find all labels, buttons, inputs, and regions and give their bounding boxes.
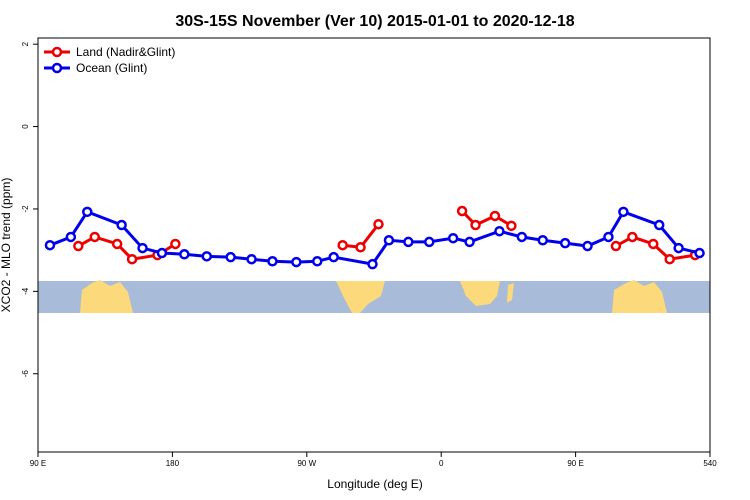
- point: [664, 253, 675, 265]
- x-tick-label: 0: [439, 459, 444, 468]
- point: [403, 236, 414, 248]
- point: [126, 253, 138, 265]
- point: [179, 249, 190, 260]
- y-tick-label: 0: [21, 124, 30, 129]
- point: [312, 256, 323, 267]
- point: [116, 219, 127, 231]
- point: [673, 242, 684, 254]
- point: [618, 206, 629, 218]
- point: [447, 232, 459, 244]
- point: [653, 219, 665, 231]
- point: [603, 231, 614, 243]
- x-tick-label: 90 E: [30, 459, 46, 468]
- point: [89, 231, 100, 243]
- legend-marker: [51, 62, 63, 74]
- point: [627, 231, 638, 243]
- plot-frame: [37, 37, 711, 453]
- map-band: [38, 280, 710, 313]
- y-axis-label: XCO2 - MLO trend (ppm): [0, 178, 13, 313]
- point: [537, 235, 548, 246]
- legend-label: Land (Nadir&Glint): [76, 45, 175, 59]
- point: [582, 240, 593, 252]
- point: [383, 235, 395, 246]
- y-tick-label: 2: [21, 41, 30, 46]
- point: [328, 251, 339, 263]
- point: [111, 238, 123, 250]
- x-tick-label: 180: [166, 459, 180, 468]
- point: [156, 247, 168, 259]
- point: [73, 240, 84, 252]
- point: [225, 251, 236, 263]
- y-tick-label: -4: [21, 287, 30, 295]
- point: [648, 238, 659, 250]
- point: [137, 242, 148, 254]
- point: [65, 231, 77, 243]
- point: [337, 239, 348, 251]
- y-tick-label: -2: [21, 205, 30, 213]
- point: [373, 218, 384, 230]
- point: [291, 256, 302, 268]
- point: [610, 240, 622, 252]
- x-tick-label: 540: [703, 459, 717, 468]
- x-tick-label: 90 W: [297, 459, 316, 468]
- legend-label: Ocean (Glint): [76, 61, 147, 75]
- x-tick-label: 90 E: [567, 459, 583, 468]
- point: [367, 258, 378, 270]
- point: [201, 251, 212, 262]
- point: [44, 239, 56, 251]
- point: [267, 256, 278, 267]
- series-line: [77, 209, 696, 261]
- point: [470, 219, 481, 231]
- chart-title: 30S-15S November (Ver 10) 2015-01-01 to …: [175, 13, 574, 30]
- point: [559, 237, 571, 249]
- point: [170, 238, 181, 250]
- point: [82, 206, 93, 218]
- point: [516, 231, 528, 243]
- point: [355, 242, 366, 253]
- x-axis-label: Longitude (deg E): [327, 477, 422, 491]
- point: [456, 205, 468, 217]
- point: [424, 236, 435, 248]
- point: [489, 210, 501, 222]
- point: [464, 236, 475, 248]
- point: [246, 253, 257, 265]
- legend-marker: [51, 46, 63, 58]
- point: [506, 220, 517, 232]
- point: [494, 225, 505, 237]
- point: [694, 247, 705, 259]
- y-tick-label: -6: [21, 370, 30, 378]
